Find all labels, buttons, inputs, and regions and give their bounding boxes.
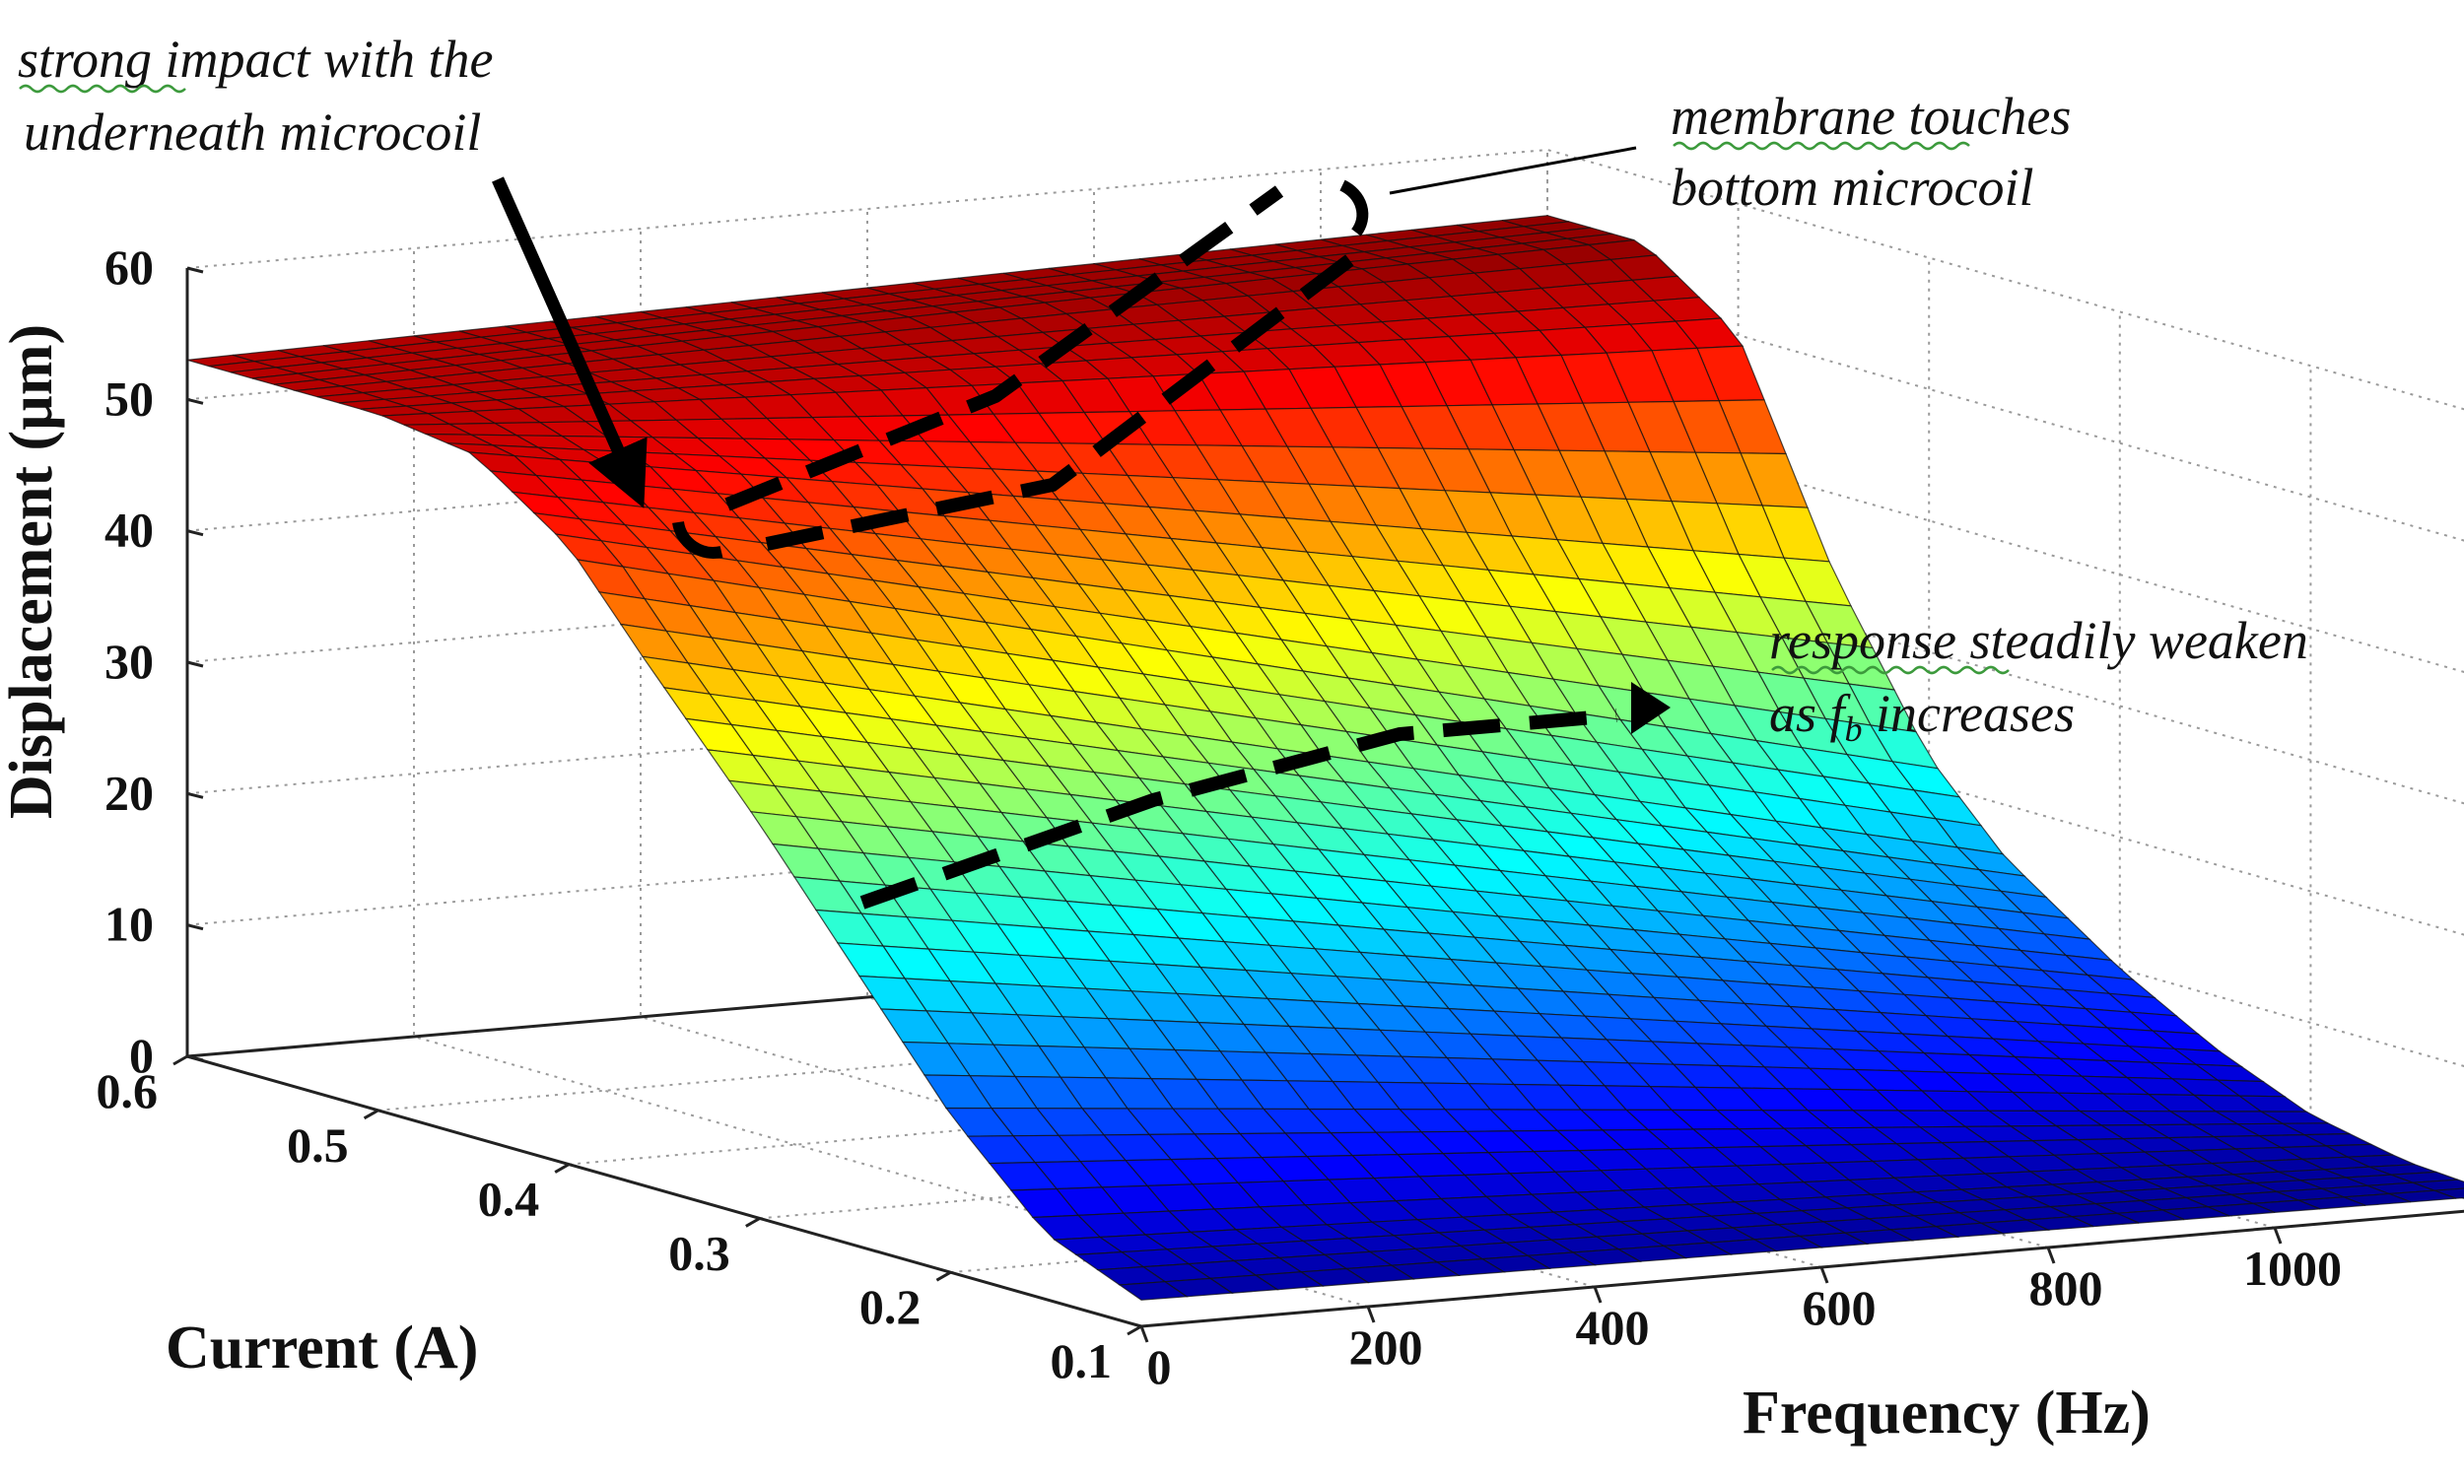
y-tick-label: 0.6 (97, 1063, 159, 1118)
x-axis-label: Frequency (Hz) (1743, 1380, 2151, 1447)
y-tick-mark (935, 1270, 952, 1282)
y-tick-label: 0.1 (1051, 1333, 1113, 1388)
dashed-line-arrowhead (1631, 682, 1671, 734)
y-tick-label: 0.4 (478, 1172, 540, 1227)
surface-cell (1118, 1281, 1189, 1301)
grid-line-z (186, 805, 2464, 1067)
spellcheck-underline (1771, 665, 2010, 675)
z-tick-label: 50 (104, 371, 154, 426)
annotation-membrane-line2: bottom microcoil (1671, 158, 2033, 217)
x-tick-label: 200 (1349, 1319, 1423, 1375)
z-tick-label: 0 (129, 1028, 154, 1083)
dashed-overlays (672, 179, 1671, 910)
y-tick-label: 0.2 (859, 1279, 922, 1334)
annotation-response-line1: response steadily weaken (1769, 611, 2308, 670)
annotation-response-increases: increases (1863, 684, 2075, 743)
y-axis-label: Current (A) (166, 1315, 478, 1382)
x-tick-mark (2046, 1247, 2056, 1264)
z-tick-label: 30 (104, 634, 154, 689)
y-tick-mark (745, 1217, 761, 1228)
y-tick-mark (1127, 1324, 1142, 1336)
annotation-response-subscript: b (1845, 709, 1863, 749)
z-tick-label: 20 (104, 765, 154, 820)
annotation-membrane-touches: membrane touches bottom microcoil (1389, 87, 2071, 217)
grid-line-z (186, 674, 2464, 936)
spellcheck-underline (19, 84, 186, 94)
z-tick-label: 60 (104, 239, 154, 295)
annotation-response-line2: as fb increases (1769, 684, 2075, 749)
surface-mesh (186, 215, 2464, 1301)
annotation-response-as-f: as f (1769, 684, 1852, 743)
y-tick-mark (554, 1163, 570, 1174)
annotation-strong-impact-line2: underneath microcoil (24, 102, 481, 162)
dashed-line-middle (765, 252, 1357, 551)
annotation-response-weaken: response steadily weaken as fb increases (1769, 611, 2308, 749)
y-tick-label: 0.3 (668, 1225, 730, 1280)
x-tick-label: 0 (1147, 1339, 1172, 1394)
x-tick-label: 600 (1803, 1280, 1877, 1335)
z-tick-mark (186, 266, 204, 274)
dashed-arc-top (1339, 179, 1369, 236)
membrane-leader-line (1389, 146, 1637, 195)
dashed-line-lower (859, 708, 1617, 910)
z-tick-mark (186, 660, 204, 668)
spellcheck-underline (1673, 141, 1970, 151)
strong-impact-arrow (492, 176, 648, 508)
z-tick-mark (186, 1054, 204, 1062)
x-tick-label: 800 (2029, 1260, 2103, 1315)
x-tick-mark (1819, 1266, 1829, 1284)
x-tick-label: 400 (1576, 1300, 1650, 1355)
dashed-line-upper (724, 185, 1284, 511)
axis-edge (186, 1054, 1142, 1328)
x-tick-mark (2273, 1227, 2283, 1245)
x-tick-label: 1000 (2243, 1241, 2342, 1296)
y-tick-mark (172, 1054, 188, 1066)
z-axis-label: Displacement (µm) (0, 324, 65, 819)
x-tick-mark (1366, 1306, 1376, 1323)
annotation-membrane-line1: membrane touches (1671, 87, 2071, 146)
z-tick-mark (186, 529, 204, 537)
z-tick-mark (186, 791, 204, 799)
x-tick-mark (1593, 1286, 1603, 1304)
y-tick-mark (363, 1109, 379, 1120)
z-tick-label: 10 (104, 897, 154, 952)
y-tick-label: 0.5 (287, 1117, 349, 1173)
annotation-strong-impact: strong impact with the underneath microc… (18, 30, 648, 508)
grid-line-z (186, 148, 2464, 411)
z-tick-mark (186, 923, 204, 931)
dashed-arc-bottom (672, 520, 723, 559)
x-tick-mark (1139, 1325, 1149, 1343)
z-tick-label: 40 (104, 503, 154, 558)
annotation-strong-impact-line1: strong impact with the (18, 30, 494, 89)
z-tick-mark (186, 397, 204, 405)
